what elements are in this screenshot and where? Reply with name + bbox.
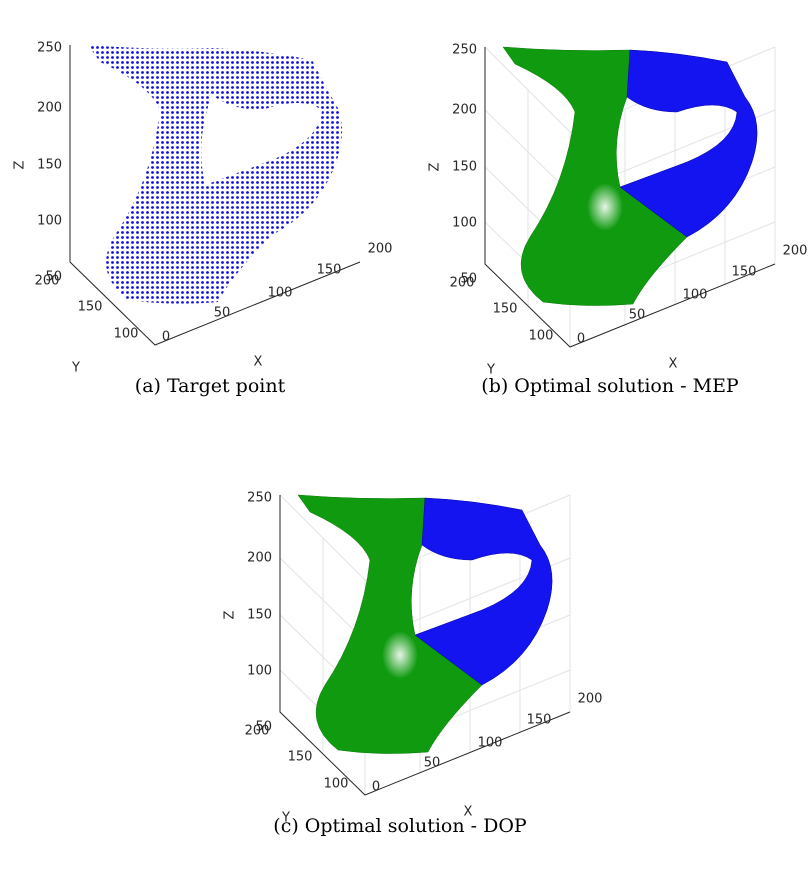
x-tick-label: 200	[368, 242, 393, 257]
y-tick-label: 100	[324, 777, 349, 792]
y-axis-label: Y	[486, 363, 495, 378]
x-axis-label: X	[464, 805, 473, 820]
y-tick-label: 150	[288, 750, 313, 765]
x-axis-label: X	[669, 357, 678, 372]
grid-line	[484, 46, 571, 133]
z-tick-label: 50	[45, 270, 62, 285]
z-tick-label: 100	[247, 664, 272, 679]
z-tick-label: 100	[37, 214, 62, 229]
y-tick-label: 100	[529, 329, 554, 344]
z-tick-label: 50	[460, 272, 477, 287]
z-tick-label: 100	[452, 216, 477, 231]
x-tick-label: 0	[372, 780, 380, 795]
y-axis-label: Y	[71, 361, 80, 376]
grid-line	[279, 557, 366, 642]
z-tick-label: 250	[37, 41, 62, 56]
point-cloud	[88, 45, 272, 304]
panel: 250 200 150 100 50 0 50 100 150 200 200 150 100 Z X Y	[223, 491, 603, 826]
z-axis-label: Z	[223, 610, 238, 619]
point-cloud	[205, 48, 343, 235]
z-tick-label: 250	[247, 491, 272, 506]
z-tick-label: 250	[452, 43, 477, 58]
surface-blue	[414, 497, 553, 686]
panel: 250 200 150 100 50 0 50 100 150 200 200 150 100 Z X Y	[13, 41, 393, 376]
axis-line	[69, 45, 361, 346]
z-axis-label: Z	[13, 160, 28, 169]
y-tick-label: 150	[493, 302, 518, 317]
x-axis-label: X	[254, 355, 263, 370]
z-tick-label: 50	[255, 720, 272, 735]
panel: 250 200 150 100 50 0 50 100 150 200 200 150 100 Z X Y	[428, 43, 808, 378]
caption: (a) Target point	[135, 375, 286, 397]
x-tick-label: 100	[683, 288, 708, 303]
y-tick-label: 150	[78, 300, 103, 315]
x-tick-label: 0	[577, 332, 585, 347]
y-tick-label: 200	[245, 724, 270, 739]
highlight	[382, 631, 418, 679]
z-tick-label: 200	[37, 101, 62, 116]
z-tick-label: 200	[452, 103, 477, 118]
x-tick-label: 100	[478, 736, 503, 751]
axis-line	[484, 47, 776, 348]
x-tick-label: 150	[317, 263, 342, 278]
x-tick-label: 150	[732, 265, 757, 280]
y-tick-label: 200	[450, 276, 475, 291]
x-tick-label: 50	[629, 308, 646, 323]
x-tick-label: 0	[162, 330, 170, 345]
z-tick-label: 150	[37, 158, 62, 173]
caption: (c) Optimal solution - DOP	[273, 815, 527, 837]
grid-line	[484, 109, 571, 194]
axis-line	[279, 495, 571, 796]
x-tick-label: 200	[578, 692, 603, 707]
x-tick-label: 150	[527, 713, 552, 728]
z-axis-label: Z	[428, 162, 443, 171]
y-tick-label: 200	[35, 274, 60, 289]
z-tick-label: 200	[247, 551, 272, 566]
grid-line	[279, 494, 366, 581]
x-tick-label: 200	[783, 244, 808, 259]
y-tick-label: 100	[114, 327, 139, 342]
x-tick-label: 50	[424, 756, 441, 771]
caption: (b) Optimal solution - MEP	[481, 375, 739, 397]
z-tick-label: 150	[247, 608, 272, 623]
x-tick-label: 50	[214, 306, 231, 321]
x-tick-label: 100	[268, 286, 293, 301]
surface-blue	[619, 49, 758, 238]
z-tick-label: 150	[452, 160, 477, 175]
y-axis-label: Y	[281, 811, 290, 826]
highlight	[587, 183, 623, 231]
